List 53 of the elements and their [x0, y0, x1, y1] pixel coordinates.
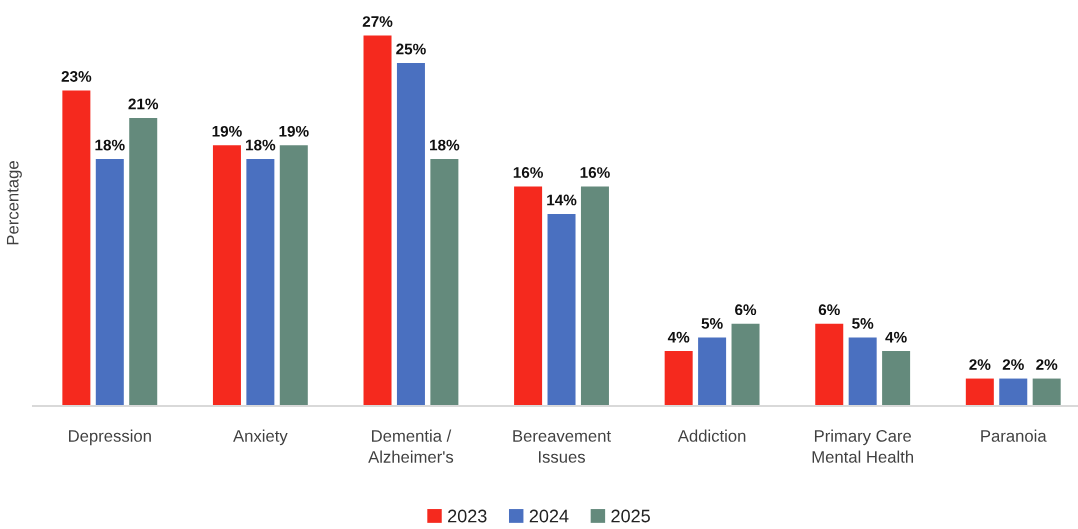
data-label: 19%	[279, 125, 309, 137]
data-label: 2%	[969, 359, 991, 370]
bar	[999, 378, 1028, 406]
bar	[1032, 378, 1061, 406]
data-label: 4%	[885, 331, 907, 343]
bar	[363, 35, 392, 406]
bar	[547, 213, 576, 406]
data-label: 14%	[547, 194, 577, 206]
data-label: 6%	[818, 304, 840, 316]
legend-label: 2025	[611, 509, 650, 523]
x-tick-label: Depression	[69, 429, 151, 446]
data-label: 5%	[852, 318, 874, 329]
x-tick-label: Bereavement Issues	[513, 430, 611, 463]
data-label: 16%	[513, 167, 543, 178]
x-tick-label: Addiction	[677, 429, 746, 442]
bar	[848, 337, 877, 406]
bar	[580, 186, 609, 406]
bar	[62, 90, 91, 406]
data-label: 27%	[362, 16, 393, 27]
bar	[664, 351, 693, 406]
x-tick-label: Primary Care Mental Health	[812, 429, 914, 463]
data-label: 16%	[580, 167, 610, 178]
y-axis-title: Percentage	[6, 161, 22, 245]
data-label: 19%	[212, 125, 242, 137]
bar	[882, 351, 911, 406]
bar	[246, 159, 275, 406]
data-label: 21%	[128, 98, 159, 110]
bar	[95, 159, 124, 406]
data-label: 2%	[1002, 359, 1024, 370]
bar	[279, 145, 308, 406]
bar	[430, 159, 459, 406]
legend-label: 2023	[448, 509, 487, 523]
data-label: 5%	[701, 318, 723, 329]
x-tick-label: Anxiety	[233, 429, 288, 446]
bar	[731, 323, 760, 406]
data-label: 23%	[61, 71, 92, 82]
x-tick-label: Paranoia	[981, 429, 1047, 442]
bar	[698, 337, 727, 406]
bar	[965, 378, 994, 406]
bar	[212, 145, 241, 406]
data-label: 18%	[430, 139, 460, 151]
legend-label: 2024	[529, 509, 569, 523]
x-tick-label: Dementia / Alzheimer's	[368, 429, 454, 463]
data-label: 25%	[396, 43, 426, 55]
data-label: 18%	[246, 139, 276, 151]
data-label: 6%	[735, 304, 757, 316]
data-label: 2%	[1036, 359, 1058, 370]
data-label: 4%	[667, 331, 690, 343]
bar	[514, 186, 543, 406]
bar	[396, 63, 425, 406]
bar	[815, 323, 844, 406]
bar	[129, 117, 158, 406]
data-label: 18%	[95, 139, 125, 151]
